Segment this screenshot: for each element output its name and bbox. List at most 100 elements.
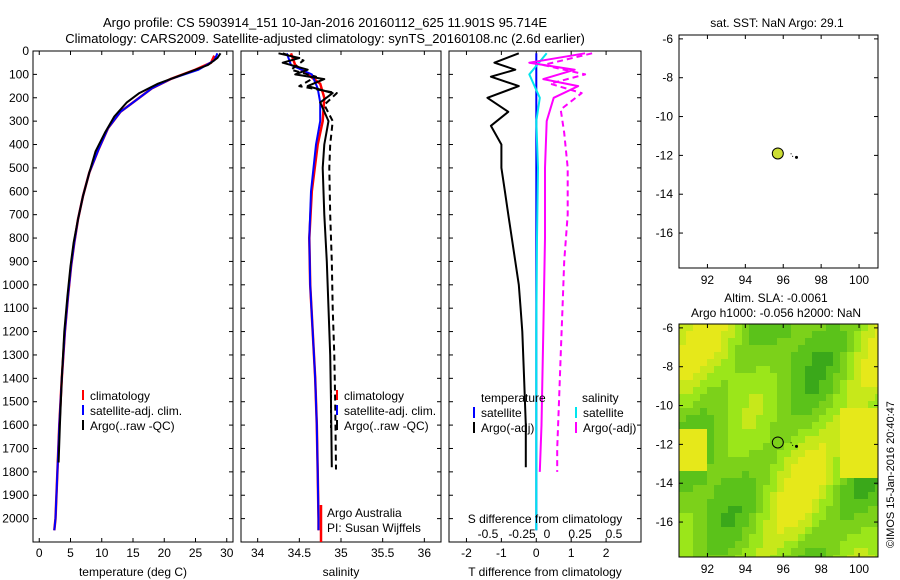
heatmap-cell <box>679 359 686 366</box>
y-tick-label: -12 <box>656 148 674 162</box>
heatmap-cell <box>777 366 784 373</box>
argo-position-marker <box>771 436 784 449</box>
heatmap-cell <box>721 478 728 485</box>
heatmap-cell <box>833 548 840 555</box>
heatmap-cell <box>840 324 847 331</box>
x-tick-label: 35.5 <box>371 546 395 560</box>
heatmap-cell <box>700 520 707 527</box>
heatmap-cell <box>847 506 854 513</box>
heatmap-cell <box>861 366 868 373</box>
heatmap-cell <box>784 443 791 450</box>
heatmap-cell <box>777 373 784 380</box>
difference-frame <box>448 50 642 543</box>
heatmap-cell <box>770 387 777 394</box>
heatmap-cell <box>805 450 812 457</box>
heatmap-cell <box>847 387 854 394</box>
heatmap-cell <box>707 394 714 401</box>
heatmap-cell <box>707 457 714 464</box>
heatmap-cell <box>714 324 721 331</box>
heatmap-cell <box>840 506 847 513</box>
heatmap-cell <box>686 541 693 548</box>
heatmap-cell <box>707 506 714 513</box>
heatmap-cell <box>763 527 770 534</box>
heatmap-cell <box>798 520 805 527</box>
heatmap-cell <box>798 345 805 352</box>
heatmap-cell <box>826 492 833 499</box>
heatmap-cell <box>861 548 868 555</box>
temperature-panel: 0 5 10 15 20 25 300100200300400500600700800900… <box>2 44 233 579</box>
y-tick-label: 500 <box>9 161 29 175</box>
y-tick-label: -8 <box>662 360 673 374</box>
heatmap-cell <box>742 380 749 387</box>
heatmap-cell <box>749 450 756 457</box>
heatmap-cell <box>826 387 833 394</box>
heatmap-cell <box>784 506 791 513</box>
heatmap-cell <box>714 380 721 387</box>
heatmap-cell <box>819 499 826 506</box>
heatmap-cell <box>868 408 875 415</box>
heatmap-cell <box>763 520 770 527</box>
heatmap-cell <box>679 436 686 443</box>
heatmap-cell <box>714 450 721 457</box>
heatmap-cell <box>805 415 812 422</box>
heatmap-cell <box>819 450 826 457</box>
heatmap-cell <box>791 359 798 366</box>
heatmap-cell <box>791 408 798 415</box>
heatmap-cell <box>714 359 721 366</box>
heatmap-cell <box>812 541 819 548</box>
temperature-xlabel: temperature (deg C) <box>79 565 187 579</box>
heatmap-cell <box>805 408 812 415</box>
heatmap-cell <box>749 429 756 436</box>
heatmap-cell <box>700 352 707 359</box>
heatmap-cell <box>798 429 805 436</box>
heatmap-cell <box>819 401 826 408</box>
heatmap-cell <box>756 415 763 422</box>
x-tick-label: 34.5 <box>288 546 312 560</box>
heatmap-cell <box>805 457 812 464</box>
heatmap-cell <box>819 380 826 387</box>
heatmap-cell <box>700 464 707 471</box>
heatmap-cell <box>686 429 693 436</box>
heatmap-cell <box>805 394 812 401</box>
heatmap-cell <box>784 352 791 359</box>
x-tick-label: 100 <box>849 273 869 287</box>
heatmap-cell <box>784 380 791 387</box>
heatmap-cell <box>714 513 721 520</box>
heatmap-cell <box>735 429 742 436</box>
heatmap-cell <box>812 338 819 345</box>
heatmap-cell <box>749 513 756 520</box>
heatmap-cell <box>791 450 798 457</box>
heatmap-cell <box>728 499 735 506</box>
heatmap-cell <box>770 555 777 557</box>
y-tick-label: 1300 <box>2 348 29 362</box>
map-frame <box>678 34 879 269</box>
heatmap-cell <box>721 401 728 408</box>
heatmap-cell <box>728 352 735 359</box>
heatmap-cell <box>770 338 777 345</box>
heatmap-cell <box>707 324 714 331</box>
heatmap-cell <box>770 373 777 380</box>
heatmap-cell <box>826 338 833 345</box>
heatmap-cell <box>868 338 875 345</box>
heatmap-cell <box>840 443 847 450</box>
heatmap-cell <box>707 338 714 345</box>
heatmap-cell <box>833 527 840 534</box>
heatmap-cell <box>840 401 847 408</box>
heatmap-cell <box>819 513 826 520</box>
heatmap-cell <box>847 352 854 359</box>
heatmap-cell <box>868 527 875 534</box>
heatmap-cell <box>847 541 854 548</box>
heatmap-cell <box>735 457 742 464</box>
heatmap-cell <box>805 387 812 394</box>
heatmap-cell <box>854 485 861 492</box>
heatmap-cell <box>735 345 742 352</box>
heatmap-cell <box>819 471 826 478</box>
heatmap-cell <box>819 485 826 492</box>
heatmap-cell <box>700 338 707 345</box>
heatmap-cell <box>728 520 735 527</box>
heatmap-cell <box>735 492 742 499</box>
heatmap-cell <box>875 464 878 471</box>
heatmap-cell <box>735 366 742 373</box>
heatmap-cell <box>707 485 714 492</box>
x-tick-label: 98 <box>814 562 828 576</box>
